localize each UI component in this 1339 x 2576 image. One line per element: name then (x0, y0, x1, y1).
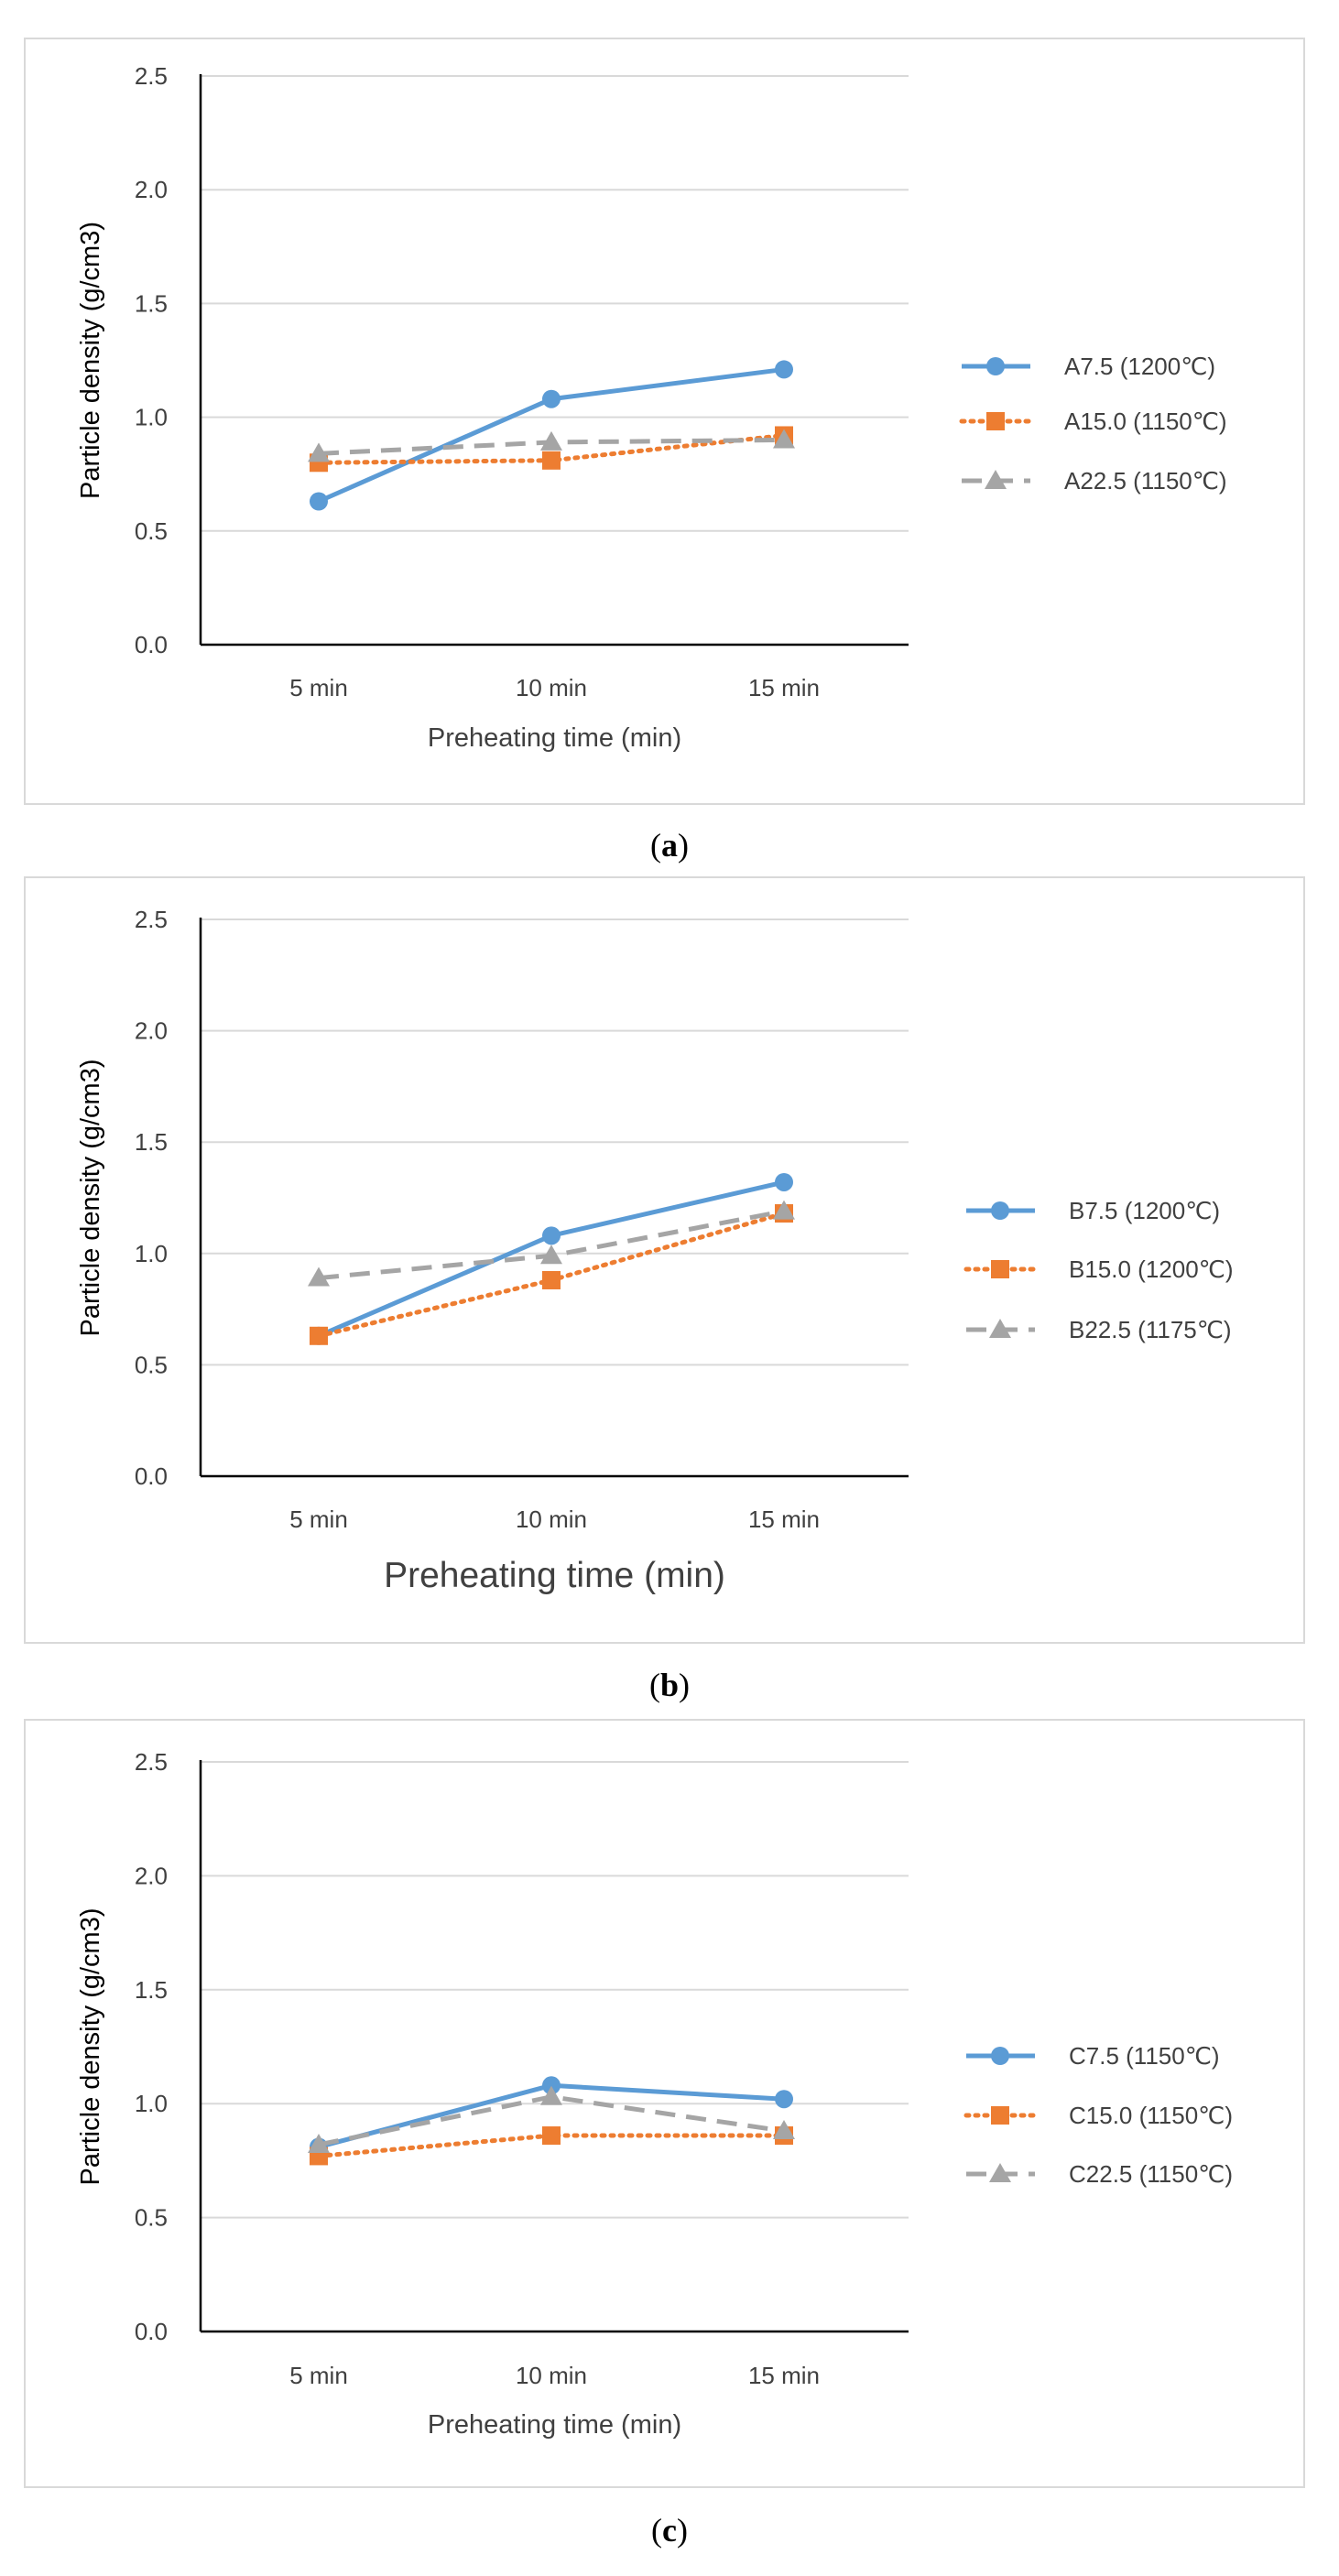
data-point-triangle (773, 429, 795, 449)
x-tick-label: 15 min (748, 2362, 820, 2389)
legend-marker-square (991, 2106, 1009, 2125)
y-tick-label: 0.0 (135, 1462, 168, 1490)
x-tick-label: 10 min (516, 1505, 587, 1533)
legend-label: C15.0 (1150℃) (1069, 2102, 1233, 2129)
legend-marker-circle (986, 357, 1005, 375)
legend-label: B22.5 (1175℃) (1069, 1316, 1232, 1343)
y-tick-label: 2.5 (135, 62, 168, 90)
y-tick-label: 2.0 (135, 1017, 168, 1045)
x-tick-label: 5 min (289, 674, 348, 701)
panel-caption: (b) (649, 1667, 690, 1703)
legend-marker-triangle (985, 470, 1007, 489)
legend-label: A15.0 (1150℃) (1064, 408, 1227, 435)
data-point-triangle (308, 2133, 330, 2153)
data-point-circle (775, 2090, 793, 2109)
data-point-circle (775, 1172, 793, 1191)
y-axis-title: Particle density (g/cm3) (76, 1060, 105, 1337)
data-point-triangle (540, 2085, 562, 2105)
chart-panel-c: 0.0 0.5 1.0 1.5 2.0 2.5 5 min 10 min 15 min Prehe… (24, 1719, 1305, 2549)
legend-marker-triangle (989, 1319, 1011, 1338)
x-axis-title: Preheating time (min) (384, 1556, 725, 1595)
legend-marker-square (991, 1260, 1009, 1278)
legend-marker-triangle (989, 2163, 1011, 2182)
x-axis-title: Preheating time (min) (428, 723, 681, 753)
panel-caption: (a) (650, 827, 689, 864)
x-tick-label: 5 min (289, 2362, 348, 2389)
chart-frame (24, 876, 1305, 1644)
panel-caption: (c) (651, 2512, 688, 2549)
y-tick-label: 1.5 (135, 1128, 168, 1156)
legend-marker-square (986, 412, 1005, 430)
legend-label: C7.5 (1150℃) (1069, 2042, 1220, 2070)
y-tick-label: 0.5 (135, 2204, 168, 2232)
y-tick-label: 2.5 (135, 906, 168, 933)
data-point-circle (542, 2076, 561, 2095)
data-point-square (542, 1270, 561, 1289)
y-tick-label: 0.0 (135, 2318, 168, 2345)
data-point-circle (775, 360, 793, 379)
x-tick-label: 5 min (289, 1505, 348, 1533)
data-point-circle (542, 1226, 561, 1245)
y-tick-label: 2.0 (135, 1862, 168, 1889)
legend-marker-circle (991, 1201, 1009, 1220)
chart-frame (24, 38, 1305, 805)
x-axis-title: Preheating time (min) (428, 2410, 681, 2440)
data-point-triangle (308, 1266, 330, 1287)
data-point-circle (310, 492, 328, 511)
data-point-triangle (308, 442, 330, 462)
y-tick-label: 2.0 (135, 176, 168, 203)
data-point-triangle (773, 1200, 795, 1220)
legend-label: B7.5 (1200℃) (1069, 1197, 1220, 1224)
data-point-triangle (773, 2120, 795, 2140)
x-tick-label: 10 min (516, 674, 587, 701)
y-tick-label: 0.5 (135, 1351, 168, 1378)
y-tick-label: 1.5 (135, 1976, 168, 2004)
data-point-circle (542, 389, 561, 408)
legend-marker-circle (991, 2047, 1009, 2065)
data-point-square (542, 2126, 561, 2146)
chart-panel-b: 0.0 0.5 1.0 1.5 2.0 2.5 5 min 10 min 15 min Prehe… (24, 876, 1305, 1703)
legend-label: A22.5 (1150℃) (1064, 467, 1227, 495)
x-tick-label: 15 min (748, 674, 820, 701)
x-tick-label: 15 min (748, 1505, 820, 1533)
y-axis-title: Particle density (g/cm3) (76, 222, 105, 499)
y-axis-title: Particle density (g/cm3) (76, 1908, 105, 2186)
data-point-square (310, 1326, 328, 1345)
data-point-square (542, 451, 561, 470)
legend-label: A7.5 (1200℃) (1064, 353, 1215, 380)
y-tick-label: 1.5 (135, 289, 168, 317)
y-tick-label: 1.0 (135, 404, 168, 431)
y-tick-label: 0.0 (135, 631, 168, 658)
y-tick-label: 0.5 (135, 517, 168, 545)
legend-label: C22.5 (1150℃) (1069, 2160, 1233, 2188)
legend-label: B15.0 (1200℃) (1069, 1255, 1234, 1283)
y-tick-label: 1.0 (135, 1240, 168, 1267)
y-tick-label: 2.5 (135, 1748, 168, 1776)
data-point-triangle (540, 1245, 562, 1265)
chart-panel-a: 0.0 0.5 1.0 1.5 2.0 2.5 5 min 10 min 15 min Prehe… (24, 38, 1305, 864)
x-tick-label: 10 min (516, 2362, 587, 2389)
data-point-triangle (540, 430, 562, 451)
y-tick-label: 1.0 (135, 2090, 168, 2117)
